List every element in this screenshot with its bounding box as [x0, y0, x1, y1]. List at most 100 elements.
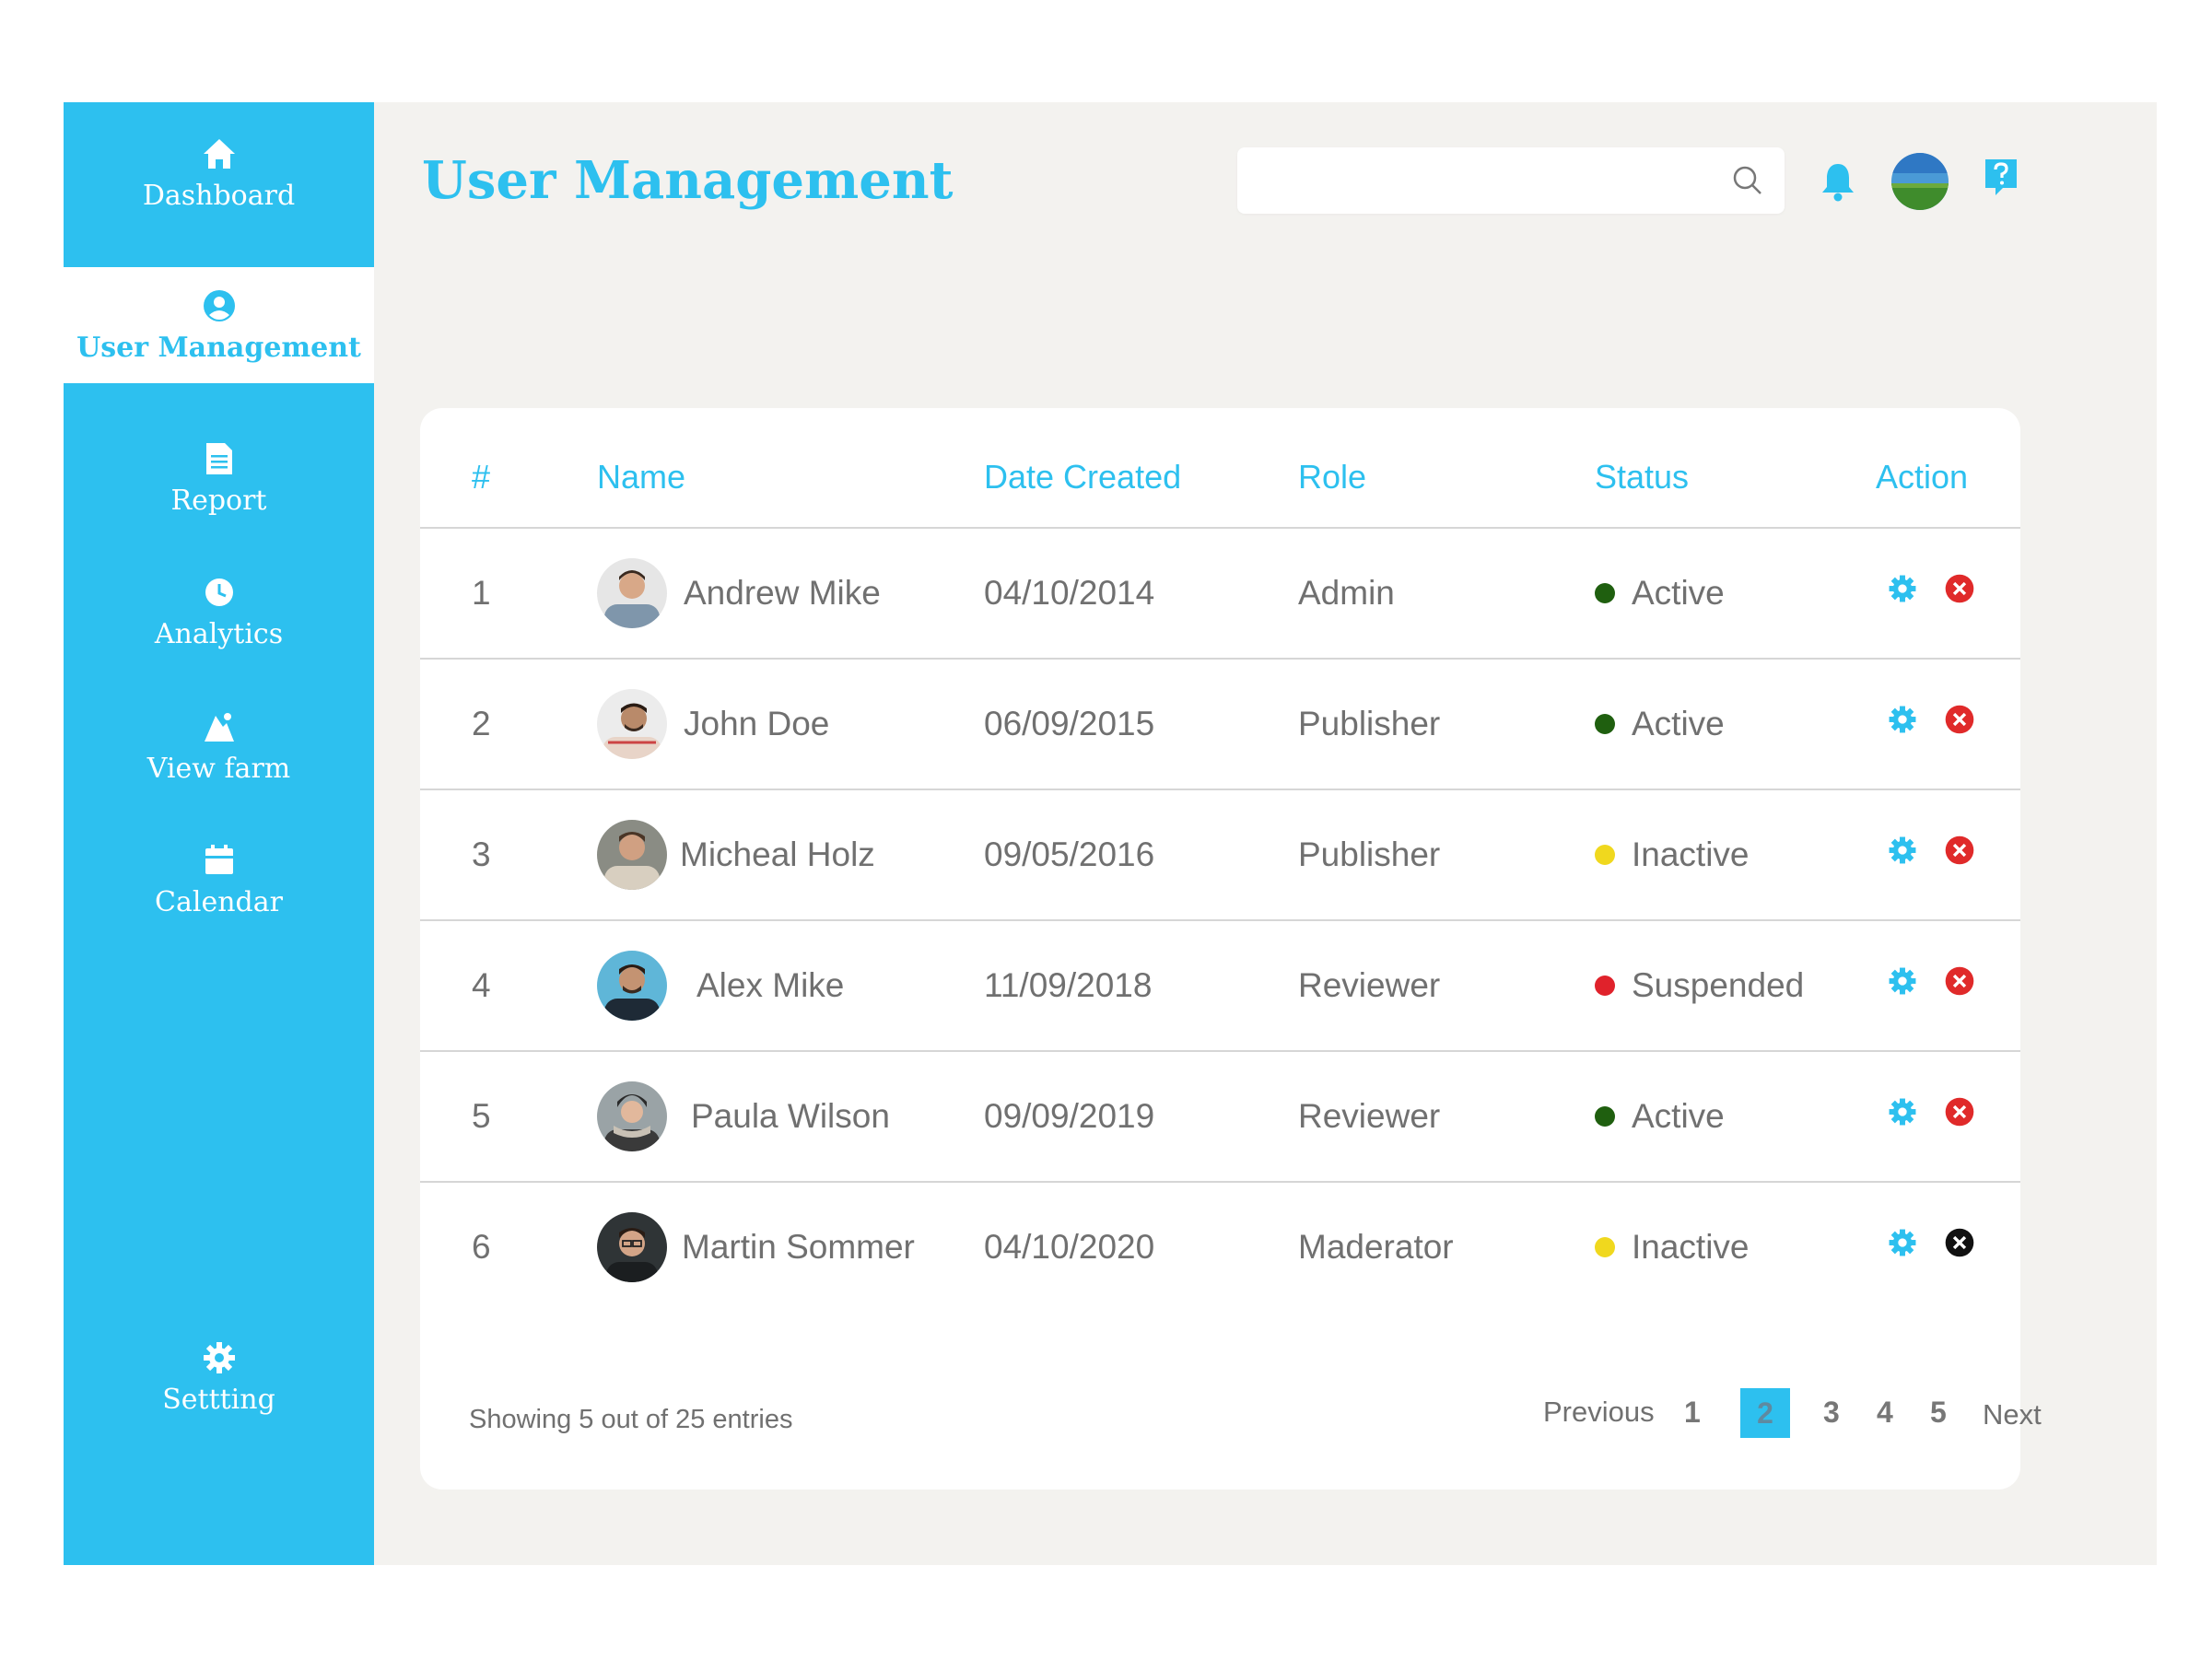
farm-icon	[204, 713, 234, 742]
user-cell: Andrew Mike	[597, 529, 881, 658]
delete-icon[interactable]	[1944, 965, 1975, 997]
search-icon[interactable]	[1731, 164, 1764, 197]
user-cell: Paula Wilson	[597, 1052, 890, 1181]
row-number: 5	[472, 1097, 491, 1135]
status-label: Active	[1632, 705, 1725, 742]
table-row: 1 Andrew Mike 04/10/2014 Admin Active	[420, 529, 2020, 658]
delete-icon[interactable]	[1944, 573, 1975, 604]
sidebar-item-analytics[interactable]: Analytics	[64, 574, 374, 650]
sidebar-item-label: Calendar	[155, 886, 283, 918]
row-number: 4	[472, 966, 491, 1004]
role: Maderator	[1298, 1228, 1454, 1266]
gear-icon[interactable]	[1887, 1096, 1918, 1127]
column-header-status[interactable]: Status	[1595, 458, 1690, 496]
gear-icon[interactable]	[1887, 965, 1918, 997]
pagination-page-5[interactable]: 5	[1930, 1396, 1947, 1429]
search-input[interactable]	[1256, 160, 1702, 203]
user-cell: Martin Sommer	[597, 1183, 915, 1312]
user-cell: Alex Mike	[597, 921, 844, 1050]
status-label: Inactive	[1632, 1228, 1750, 1266]
user-name: Paula Wilson	[691, 1097, 890, 1135]
status-label: Active	[1632, 1097, 1725, 1135]
entries-summary: Showing 5 out of 25 entries	[469, 1405, 793, 1434]
pagination-page-4[interactable]: 4	[1877, 1396, 1893, 1429]
gear-icon[interactable]	[1887, 573, 1918, 604]
table-row: 3 Micheal Holz 09/05/2016 Publisher Inac…	[420, 790, 2020, 919]
header-divider	[420, 527, 2020, 529]
sidebar-item-calendar[interactable]: Calendar	[64, 842, 374, 918]
role: Publisher	[1298, 835, 1441, 873]
role: Admin	[1298, 574, 1395, 612]
avatar	[597, 820, 667, 890]
pagination-page-3[interactable]: 3	[1823, 1396, 1840, 1429]
row-divider	[420, 658, 2020, 660]
user-circle-icon	[203, 289, 235, 321]
role: Reviewer	[1298, 966, 1441, 1004]
status-label: Suspended	[1632, 966, 1805, 1004]
status-label: Active	[1632, 574, 1725, 612]
search-bar	[1237, 147, 1785, 214]
clock-icon	[205, 578, 233, 606]
status-dot	[1595, 1106, 1615, 1127]
user-photo-icon	[597, 820, 667, 890]
row-divider	[420, 1181, 2020, 1183]
gear-icon[interactable]	[1887, 835, 1918, 866]
row-divider	[420, 1050, 2020, 1052]
row-divider	[420, 789, 2020, 790]
status: Inactive	[1595, 1183, 1750, 1312]
pagination-page-1[interactable]: 1	[1684, 1396, 1701, 1429]
document-icon	[205, 443, 232, 474]
date-created: 11/09/2018	[984, 966, 1153, 1004]
user-name: Alex Mike	[696, 966, 845, 1004]
delete-icon[interactable]	[1944, 1096, 1975, 1127]
sidebar-item-label: Analytics	[154, 618, 284, 650]
sidebar-item-settings[interactable]: Settting	[64, 1339, 374, 1416]
sidebar-item-user-management[interactable]: User Management	[64, 267, 374, 383]
pagination-previous[interactable]: Previous	[1543, 1396, 1655, 1428]
pagination-page-2-current[interactable]: 2	[1740, 1388, 1790, 1438]
sidebar-item-view-farm[interactable]: View farm	[64, 708, 374, 785]
table-row: 2 John Doe 06/09/2015 Publisher	[420, 660, 2020, 789]
sidebar-item-report[interactable]: Report	[64, 440, 374, 517]
sidebar-item-label: View farm	[146, 753, 291, 785]
row-divider	[420, 919, 2020, 921]
user-name: John Doe	[684, 705, 830, 742]
sidebar-item-dashboard[interactable]: Dashboard	[64, 135, 374, 274]
status-dot	[1595, 583, 1615, 603]
user-photo-icon	[597, 951, 667, 1021]
column-header-number: #	[472, 458, 491, 496]
status: Active	[1595, 660, 1725, 789]
role: Publisher	[1298, 705, 1441, 742]
table-row: 6 Martin Sommer 04/10/2020 Maderator	[420, 1183, 2020, 1312]
user-table-card: # Name Date Created Role Status Action 1…	[420, 408, 2042, 1490]
status: Inactive	[1595, 790, 1750, 919]
status-dot	[1595, 845, 1615, 865]
avatar	[597, 1081, 667, 1151]
user-cell: John Doe	[597, 660, 829, 789]
bell-icon[interactable]	[1820, 161, 1856, 202]
avatar	[597, 1212, 667, 1282]
column-header-role[interactable]: Role	[1298, 458, 1367, 496]
user-photo-icon	[597, 1081, 667, 1151]
table-row: 4 Alex Mike 11/09/2018 Reviewer Suspe	[420, 921, 2020, 1050]
column-header-date-created[interactable]: Date Created	[984, 458, 1182, 496]
date-created: 04/10/2020	[984, 1228, 1155, 1266]
profile-avatar[interactable]	[1891, 153, 1949, 210]
delete-icon[interactable]	[1944, 1227, 1975, 1258]
status-dot	[1595, 1237, 1615, 1257]
app-frame: Dashboard User Management Report	[64, 102, 2157, 1565]
help-icon[interactable]	[1983, 157, 2019, 199]
pagination-next[interactable]: Next	[1983, 1398, 2042, 1431]
gear-icon[interactable]	[1887, 704, 1918, 735]
calendar-icon	[205, 845, 233, 874]
delete-icon[interactable]	[1944, 704, 1975, 735]
row-number: 1	[472, 574, 491, 612]
status: Active	[1595, 529, 1725, 658]
row-number: 3	[472, 835, 491, 873]
row-number: 2	[472, 705, 491, 742]
user-photo-icon	[597, 689, 667, 759]
landscape-avatar-icon	[1891, 153, 1949, 210]
gear-icon[interactable]	[1887, 1227, 1918, 1258]
column-header-name[interactable]: Name	[597, 458, 686, 496]
delete-icon[interactable]	[1944, 835, 1975, 866]
